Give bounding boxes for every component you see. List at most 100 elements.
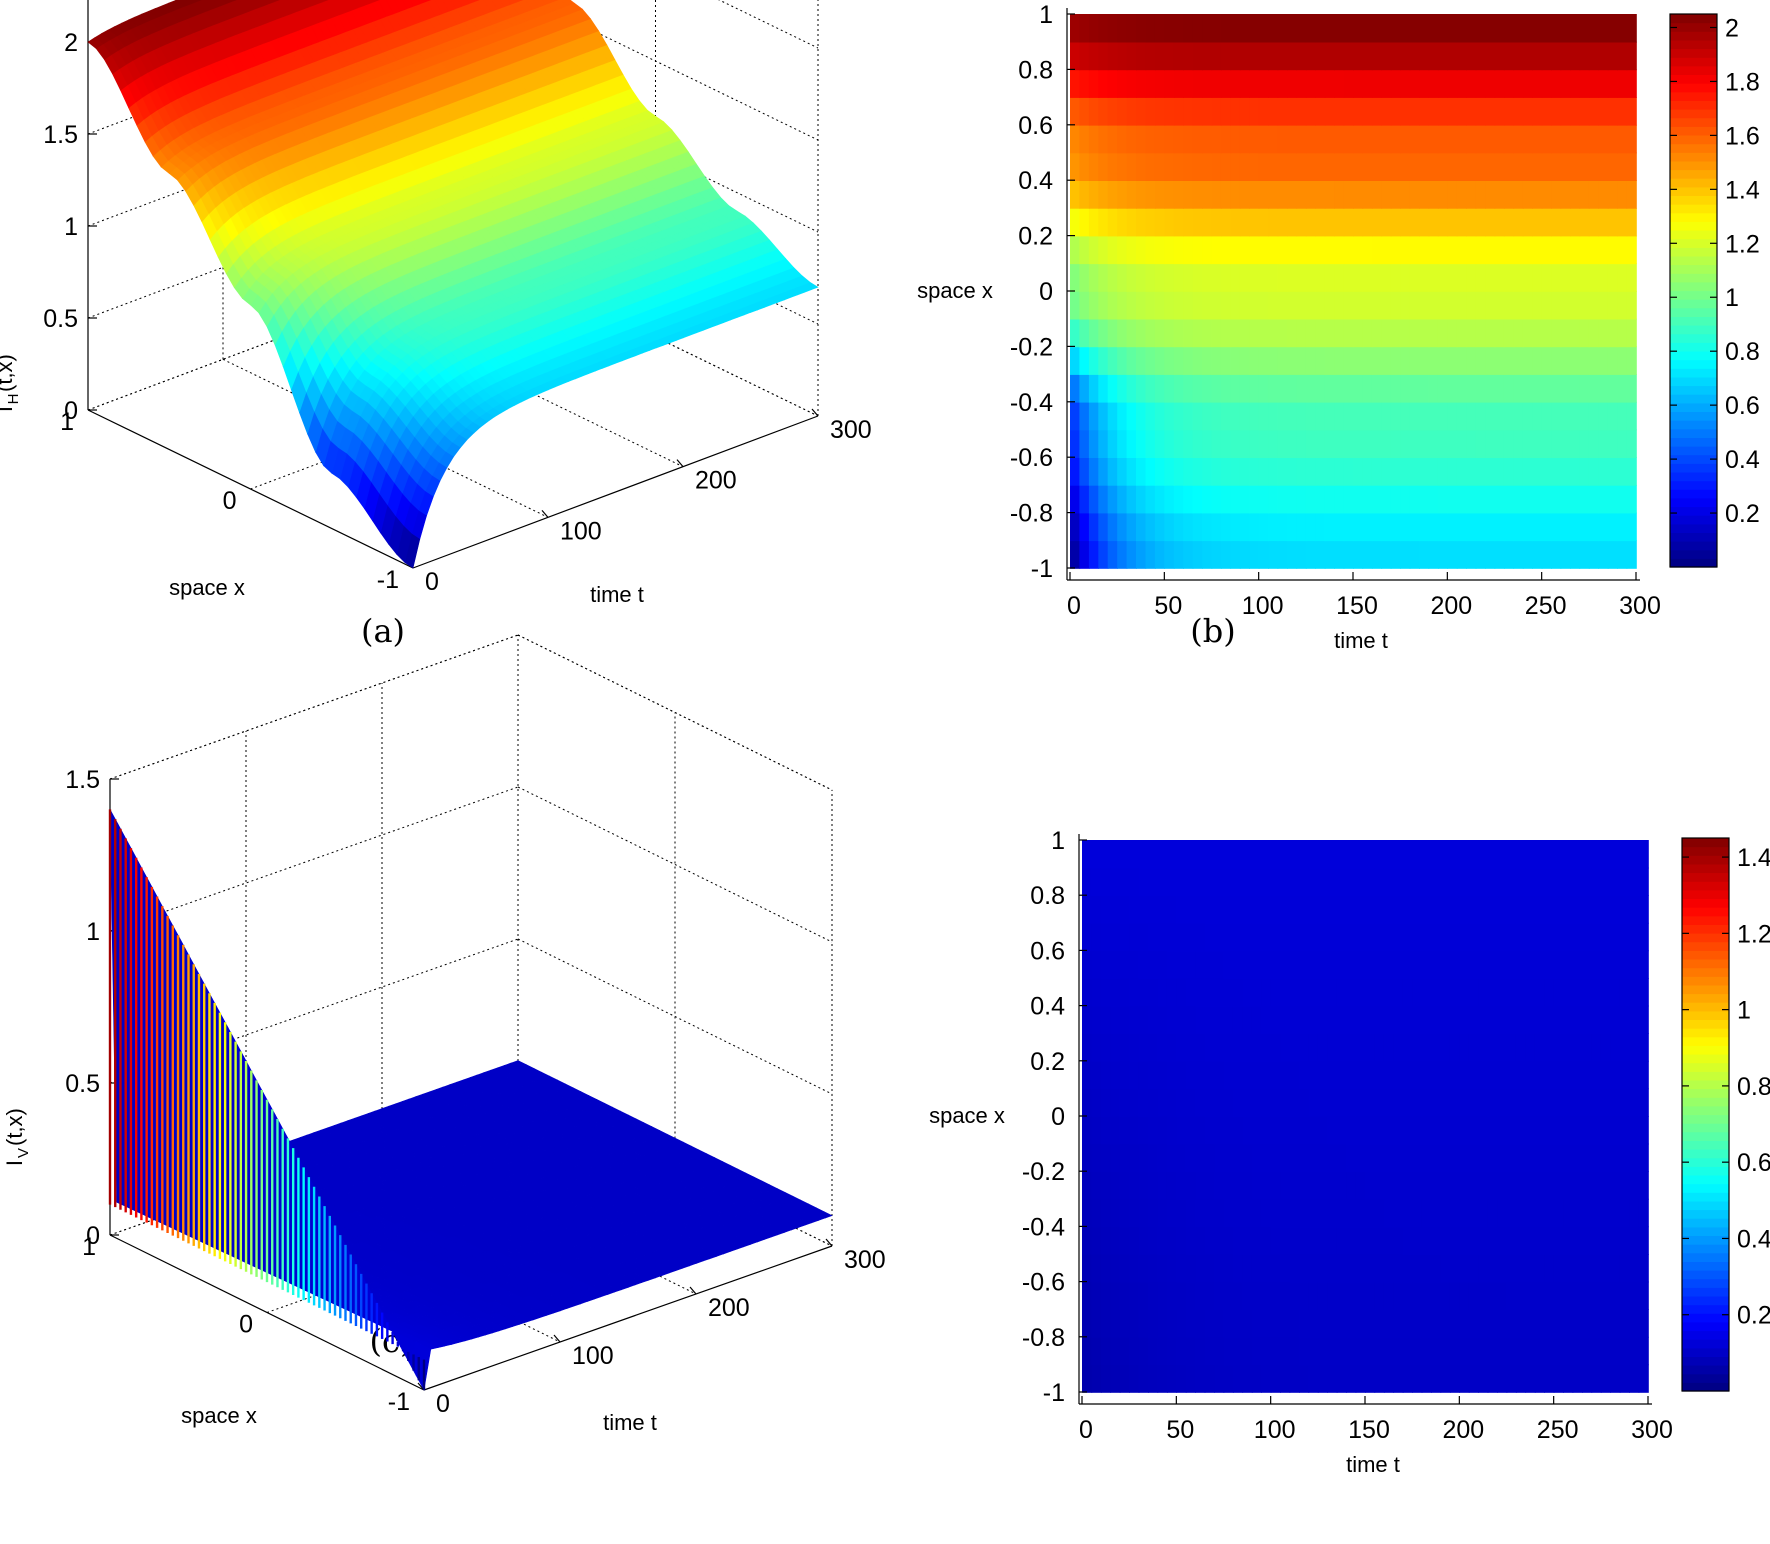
heatmap-cell bbox=[1220, 41, 1232, 71]
heatmap-cell bbox=[1268, 124, 1279, 154]
heatmap-cell bbox=[1154, 540, 1166, 569]
heatmap-cell bbox=[1560, 318, 1571, 348]
heatmap-cell bbox=[1239, 97, 1250, 126]
heatmap-cell bbox=[1466, 401, 1477, 431]
heatmap-cell bbox=[1173, 512, 1184, 542]
heatmap-cell bbox=[1220, 235, 1232, 265]
heatmap-cell bbox=[1070, 346, 1081, 375]
heatmap-cell bbox=[1390, 41, 1401, 71]
heatmap-cell bbox=[1475, 429, 1486, 458]
heatmap-cell bbox=[1192, 484, 1203, 514]
colorbar-tick-label: 0.8 bbox=[1725, 338, 1760, 366]
heatmap-cell bbox=[1154, 429, 1166, 458]
heatmap-cell bbox=[1466, 457, 1477, 486]
time-axis-line bbox=[412, 415, 819, 569]
heatmap-cell bbox=[1258, 318, 1269, 348]
heatmap-cell bbox=[1466, 152, 1477, 181]
heatmap-cell bbox=[1598, 401, 1609, 431]
heatmap-cell bbox=[1353, 69, 1364, 98]
heatmap-cell bbox=[1164, 41, 1175, 71]
heatmap-cell bbox=[1088, 512, 1100, 542]
colorbar-tick-label: 1 bbox=[1725, 284, 1739, 312]
heatmap-cell bbox=[1456, 540, 1467, 569]
heatmap-cell bbox=[1390, 374, 1401, 403]
heatmap-cell bbox=[1239, 263, 1250, 292]
heatmap-cell bbox=[1315, 207, 1326, 237]
heatmap-cell bbox=[1136, 263, 1147, 292]
heatmap-cell bbox=[1079, 69, 1090, 98]
heatmap-cell bbox=[1296, 401, 1307, 431]
y-tick-label: 0.2 bbox=[1018, 223, 1053, 251]
colorbar-band bbox=[1670, 290, 1717, 300]
heatmap-cell bbox=[1532, 207, 1543, 237]
heatmap-cell bbox=[1456, 41, 1467, 71]
heatmap-cell bbox=[1371, 484, 1383, 514]
heatmap-cell bbox=[1334, 235, 1345, 265]
colorbar-band bbox=[1670, 368, 1717, 378]
heatmap-cell bbox=[1607, 457, 1618, 486]
heatmap-cell bbox=[1211, 291, 1222, 320]
heatmap-cell bbox=[1220, 97, 1232, 126]
heatmap-cell bbox=[1607, 429, 1618, 458]
colorbar-band bbox=[1670, 135, 1717, 145]
heatmap-cell bbox=[1088, 540, 1100, 569]
time-tick bbox=[676, 459, 684, 468]
heatmap-cell bbox=[1494, 291, 1505, 320]
heatmap-cell bbox=[1070, 540, 1081, 569]
heatmap-cell bbox=[1239, 14, 1250, 43]
heatmap-cell bbox=[1258, 180, 1269, 209]
heatmap-cell bbox=[1249, 484, 1260, 514]
surface-patch bbox=[550, 0, 559, 3]
heatmap-cell bbox=[1249, 512, 1260, 542]
heatmap-cell bbox=[1164, 263, 1175, 292]
heatmap-cell bbox=[1230, 540, 1241, 569]
heatmap-cell bbox=[1277, 457, 1288, 486]
heatmap-cell bbox=[1126, 346, 1137, 375]
heatmap-cell bbox=[1419, 207, 1430, 237]
heatmap-cell bbox=[1183, 374, 1194, 403]
heatmap-cell bbox=[1088, 429, 1100, 458]
heatmap-cell bbox=[1258, 263, 1269, 292]
heatmap-cell bbox=[1258, 429, 1269, 458]
heatmap-cell bbox=[1551, 540, 1562, 569]
heatmap-cell bbox=[1202, 152, 1213, 181]
heatmap-cell bbox=[1541, 401, 1552, 431]
heatmap-cell bbox=[1419, 457, 1430, 486]
heatmap-cell bbox=[1305, 263, 1316, 292]
heatmap-cell bbox=[1258, 374, 1269, 403]
heatmap-cell bbox=[1541, 346, 1552, 375]
heatmap-cell bbox=[1287, 69, 1298, 98]
heatmap-cell bbox=[1315, 318, 1326, 348]
heatmap-cell bbox=[1551, 401, 1562, 431]
heatmap-cell bbox=[1485, 346, 1496, 375]
heatmap-cell bbox=[1305, 540, 1316, 569]
heatmap-cell bbox=[1296, 291, 1307, 320]
colorbar-band bbox=[1670, 299, 1717, 309]
heatmap-cell bbox=[1136, 484, 1147, 514]
heatmap-cell bbox=[1494, 346, 1505, 375]
heatmap-cell bbox=[1088, 235, 1100, 265]
heatmap-cell bbox=[1287, 14, 1298, 43]
colorbar-band bbox=[1670, 532, 1717, 542]
heatmap-cell bbox=[1343, 97, 1354, 126]
heatmap-cell bbox=[1268, 374, 1279, 403]
heatmap-cell bbox=[1626, 69, 1637, 98]
heatmap-cell bbox=[1098, 235, 1109, 265]
heatmap-cell bbox=[1598, 207, 1609, 237]
surface-patch bbox=[450, 0, 463, 10]
heatmap-cell bbox=[1324, 180, 1335, 209]
heatmap-cell bbox=[1362, 484, 1373, 514]
heatmap-cell bbox=[1485, 540, 1496, 569]
heatmap-cell bbox=[1126, 484, 1137, 514]
heatmap-cell bbox=[1239, 374, 1250, 403]
heatmap-cell bbox=[1570, 152, 1581, 181]
colorbar-tick-label: 1.8 bbox=[1725, 68, 1760, 96]
heatmap-cell bbox=[1268, 180, 1279, 209]
heatmap-cell bbox=[1617, 540, 1628, 569]
colorbar-band bbox=[1670, 376, 1717, 387]
heatmap-cell bbox=[1277, 180, 1288, 209]
heatmap-cell bbox=[1070, 97, 1081, 126]
heatmap-cell bbox=[1588, 291, 1599, 320]
heatmap-cell bbox=[1334, 97, 1345, 126]
heatmap-cell bbox=[1183, 346, 1194, 375]
